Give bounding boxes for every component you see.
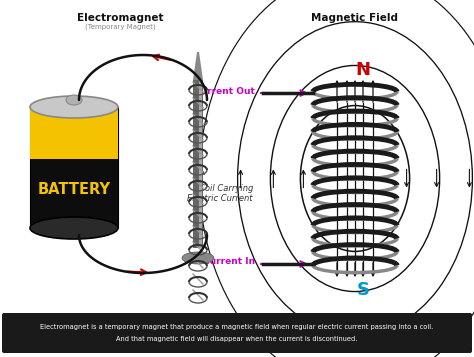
Bar xyxy=(30,107,118,159)
Ellipse shape xyxy=(30,217,118,239)
FancyBboxPatch shape xyxy=(2,313,472,353)
Text: Current In: Current In xyxy=(203,257,255,266)
Ellipse shape xyxy=(30,96,118,118)
Text: And that magnetic field will disappear when the current is discontinued.: And that magnetic field will disappear w… xyxy=(116,336,358,342)
Polygon shape xyxy=(193,80,203,248)
Polygon shape xyxy=(193,52,203,80)
Text: Current Out: Current Out xyxy=(194,86,255,96)
Text: Coil Carrying: Coil Carrying xyxy=(199,184,253,193)
Text: Electromagnet: Electromagnet xyxy=(77,13,163,23)
Ellipse shape xyxy=(182,252,214,264)
Text: N: N xyxy=(356,61,371,79)
Text: BATTERY: BATTERY xyxy=(37,182,110,197)
Text: S: S xyxy=(356,281,370,299)
Text: Electromagnet is a temporary magnet that produce a magnetic field when regular e: Electromagnet is a temporary magnet that… xyxy=(40,324,434,330)
Polygon shape xyxy=(199,80,202,248)
Text: Magnetic Field: Magnetic Field xyxy=(311,13,399,23)
Text: Electric Current: Electric Current xyxy=(188,194,253,203)
Text: (Temporary Magnet): (Temporary Magnet) xyxy=(85,24,155,30)
Bar xyxy=(30,107,118,228)
Ellipse shape xyxy=(66,95,82,105)
